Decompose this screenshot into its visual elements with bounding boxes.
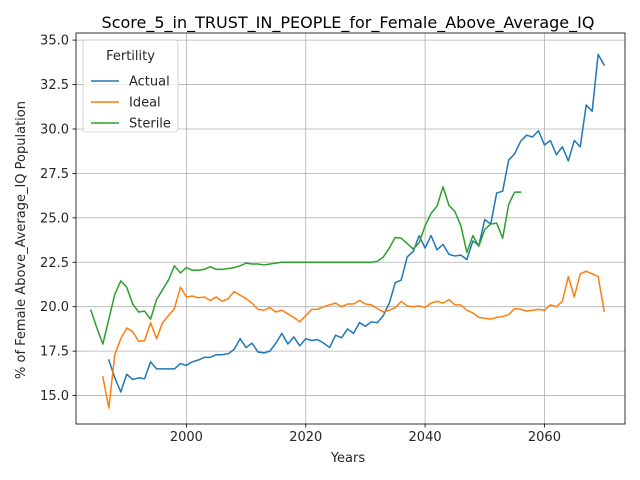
axis-ticks: 2000 2020 2040 2060 15.0 17.5 20.0 22.5 25.0 27.5…	[40, 34, 561, 445]
x-tick-label: 2040	[409, 430, 442, 445]
x-tick-label: 2000	[170, 430, 203, 445]
y-tick-label: 15.0	[40, 389, 69, 404]
y-tick-label: 17.5	[40, 345, 69, 360]
y-tick-label: 30.0	[40, 122, 69, 137]
series-line-ideal	[101, 270, 605, 409]
x-axis-label: Years	[330, 451, 366, 466]
y-tick-label: 32.5	[40, 78, 69, 93]
y-tick-label: 20.0	[40, 300, 69, 315]
y-tick-label: 27.5	[40, 167, 69, 182]
x-tick-label: 2020	[289, 430, 322, 445]
y-tick-label: 25.0	[40, 211, 69, 226]
plot-frame	[75, 32, 626, 425]
x-tick-label: 2060	[528, 430, 561, 445]
chart-title: Score_5_in_TRUST_IN_PEOPLE_for_Female_Ab…	[102, 13, 595, 33]
legend-entry-sterile: Sterile	[129, 117, 171, 132]
series-line-sterile	[89, 185, 522, 345]
legend: Fertility Actual Ideal Sterile	[82, 39, 179, 133]
y-tick-label: 35.0	[40, 34, 69, 49]
y-axis-label: % of Female Above_Average_IQ Population	[14, 101, 29, 379]
legend-box	[82, 39, 179, 133]
y-tick-label: 22.5	[40, 256, 69, 271]
legend-entry-ideal: Ideal	[129, 96, 161, 111]
legend-title: Fertility	[106, 49, 155, 64]
grid-lines	[76, 33, 625, 424]
legend-entry-actual: Actual	[129, 75, 170, 90]
series-lines	[89, 53, 606, 409]
series-line-actual	[107, 53, 606, 393]
